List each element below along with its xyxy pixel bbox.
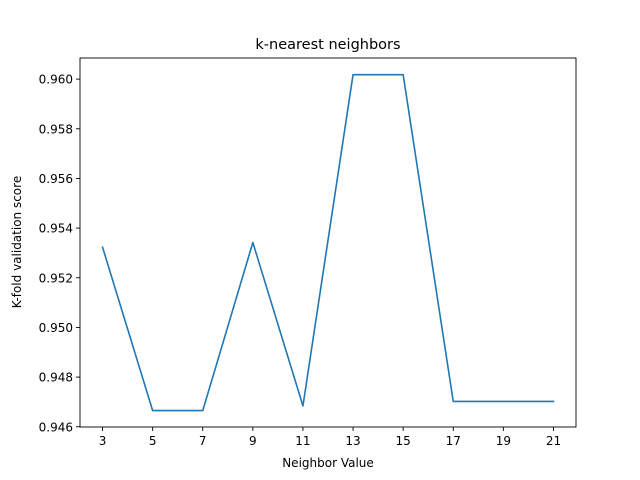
y-tick-label: 0.960 — [39, 73, 73, 87]
y-tick-label: 0.952 — [39, 271, 73, 285]
x-tick-label: 15 — [396, 434, 411, 448]
x-tick-label: 21 — [546, 434, 561, 448]
x-tick-label: 13 — [345, 434, 360, 448]
x-tick-label: 9 — [249, 434, 257, 448]
x-axis-label: Neighbor Value — [282, 456, 374, 470]
x-tick-label: 19 — [496, 434, 511, 448]
plot-area: 3 5 7 9 11 13 15 17 19 21 0.946 0.948 0.950 0.952 0.95… — [39, 57, 577, 448]
x-tick-label: 17 — [446, 434, 461, 448]
y-tick-label: 0.950 — [39, 321, 73, 335]
series-line — [101, 73, 555, 412]
y-tick-label: 0.948 — [39, 371, 73, 385]
chart-title: k-nearest neighbors — [255, 37, 400, 53]
x-tick-label: 5 — [149, 434, 157, 448]
y-tick-label: 0.954 — [39, 222, 73, 236]
y-tick-label: 0.958 — [39, 122, 73, 136]
x-tick-label: 11 — [295, 434, 310, 448]
plot-frame — [79, 57, 577, 428]
y-axis-label: K-fold validation score — [10, 176, 24, 308]
y-tick-label: 0.946 — [39, 420, 73, 434]
y-tick-label: 0.956 — [39, 172, 73, 186]
x-tick-label: 7 — [199, 434, 207, 448]
x-tick-label: 3 — [99, 434, 107, 448]
